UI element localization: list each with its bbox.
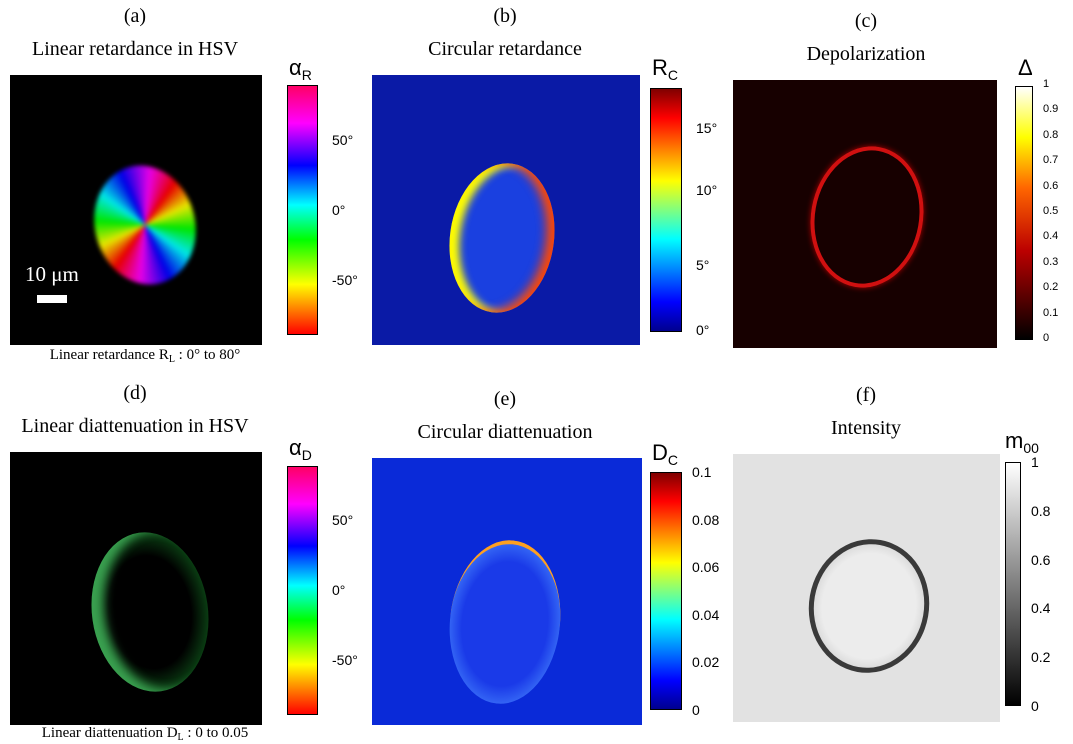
caption-range: : 0° to 80° <box>175 347 240 363</box>
symbol: α <box>289 55 302 80</box>
panel-title: Linear retardance in HSV <box>32 38 238 61</box>
panel-title: Intensity <box>831 417 901 440</box>
colorbar-label: RC <box>652 55 678 83</box>
tick-label: 1 <box>1031 454 1039 470</box>
colorbar <box>650 472 682 710</box>
tick-label: 0 <box>1031 698 1039 714</box>
cell <box>800 137 935 296</box>
tick-label: 0.8 <box>1031 503 1050 519</box>
colorbar-label: DC <box>652 440 678 468</box>
tick-label: -50° <box>332 272 358 288</box>
colorbar-label: m00 <box>1005 428 1039 456</box>
colorbar <box>650 88 682 332</box>
cell <box>442 535 569 710</box>
tick-label: 0.1 <box>1043 307 1058 319</box>
symbol: α <box>289 435 302 460</box>
panel-label: (a) <box>124 5 146 28</box>
scale-bar-label: 10 μm <box>25 262 79 287</box>
caption-range: : 0 to 0.05 <box>184 725 249 741</box>
colorbar <box>287 466 318 715</box>
symbol: D <box>652 440 668 465</box>
symbol: Δ <box>1018 55 1033 80</box>
panel-image <box>10 75 262 345</box>
tick-label: 1 <box>1043 78 1049 90</box>
tick-label: 0.3 <box>1043 256 1058 268</box>
cell <box>81 525 218 700</box>
panel-image <box>10 452 262 725</box>
subscript: D <box>302 447 312 463</box>
tick-label: 15° <box>696 120 717 136</box>
cell <box>440 156 564 319</box>
panel-image <box>733 80 997 348</box>
tick-label: 0.9 <box>1043 103 1058 115</box>
tick-label: 0.2 <box>1031 649 1050 665</box>
panel-title: Depolarization <box>807 43 926 66</box>
scale-bar <box>37 295 67 303</box>
subscript: C <box>668 452 678 468</box>
tick-label: 10° <box>696 182 717 198</box>
tick-label: 0.06 <box>692 559 719 575</box>
tick-label: 0.6 <box>1043 180 1058 192</box>
tick-label: 5° <box>696 257 709 273</box>
caption: Linear retardance RL : 0° to 80° <box>50 347 241 365</box>
tick-label: 50° <box>332 132 353 148</box>
panel-image <box>733 454 1000 722</box>
caption-text: Linear diattenuation D <box>42 725 178 741</box>
tick-label: 0.4 <box>1031 600 1050 616</box>
tick-label: 0° <box>332 582 345 598</box>
tick-label: 0.7 <box>1043 154 1058 166</box>
subscript: C <box>668 67 678 83</box>
tick-label: -50° <box>332 652 358 668</box>
colorbar-label: αR <box>289 55 312 83</box>
tick-label: 0.04 <box>692 607 719 623</box>
panel-title: Linear diattenuation in HSV <box>21 415 248 438</box>
panel-label: (b) <box>493 5 516 28</box>
tick-label: 0.6 <box>1031 552 1050 568</box>
symbol: m <box>1005 428 1023 453</box>
panel-image <box>372 75 640 345</box>
colorbar <box>1005 462 1021 706</box>
tick-label: 0° <box>332 202 345 218</box>
colorbar-label: Δ <box>1018 55 1033 81</box>
tick-label: 0.08 <box>692 512 719 528</box>
cell <box>81 154 209 296</box>
tick-label: 0 <box>692 702 700 718</box>
colorbar <box>287 85 318 335</box>
panel-label: (c) <box>855 10 877 33</box>
tick-label: 50° <box>332 512 353 528</box>
figure: (a)Linear retardance in HSVαR50°0°-50°10… <box>0 0 1073 744</box>
panel-label: (f) <box>856 384 876 407</box>
tick-label: 0.5 <box>1043 205 1058 217</box>
tick-label: 0.8 <box>1043 129 1058 141</box>
tick-label: 0.2 <box>1043 281 1058 293</box>
tick-label: 0.4 <box>1043 230 1058 242</box>
panel-label: (e) <box>494 388 516 411</box>
panel-image <box>372 458 642 725</box>
panel-title: Circular diattenuation <box>418 421 593 444</box>
colorbar <box>1015 86 1033 340</box>
panel-title: Circular retardance <box>428 38 582 61</box>
tick-label: 0 <box>1043 332 1049 344</box>
tick-label: 0° <box>696 322 709 338</box>
caption: Linear diattenuation DL : 0 to 0.05 <box>42 725 249 743</box>
panel-label: (d) <box>123 382 146 405</box>
subscript: R <box>302 67 312 83</box>
tick-label: 0.1 <box>692 464 711 480</box>
colorbar-label: αD <box>289 435 312 463</box>
tick-label: 0.02 <box>692 654 719 670</box>
caption-text: Linear retardance R <box>50 347 169 363</box>
cell <box>798 530 939 683</box>
symbol: R <box>652 55 668 80</box>
